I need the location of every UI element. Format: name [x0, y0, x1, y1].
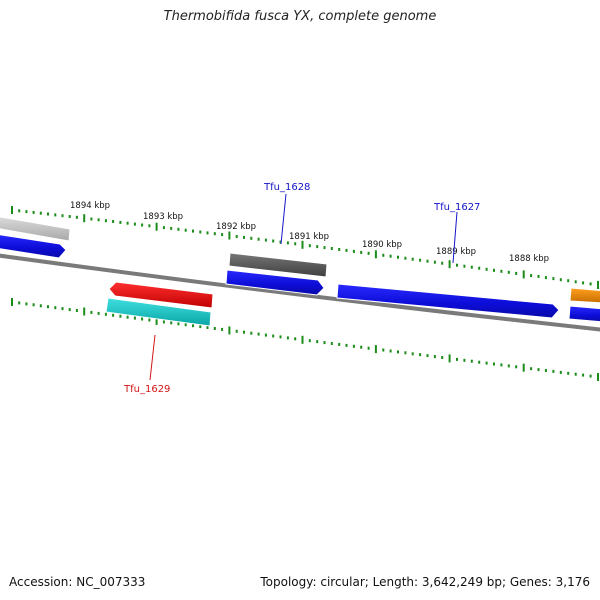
gene-label-tfu1629: Tfu_1629: [123, 384, 170, 395]
inner-scale-ticks: [11, 298, 599, 381]
accession-label: Accession: NC_007333: [9, 575, 146, 589]
scale-label-1889: 1889 kbp: [436, 247, 476, 257]
scale-label-1894: 1894 kbp: [70, 201, 110, 211]
leader-tfu1629: [149, 334, 156, 381]
gene-red-tfu1629: [108, 281, 214, 309]
gene-cyan: [105, 297, 212, 327]
scale-label-1892: 1892 kbp: [216, 222, 256, 232]
gene-orange-right: [569, 287, 600, 304]
scale-label-1893: 1893 kbp: [143, 212, 183, 222]
gene-blue-tfu1627: [336, 283, 560, 319]
genome-summary: Topology: circular; Length: 3,642,249 bp…: [260, 575, 590, 589]
gene-light-gray: [0, 216, 71, 242]
gene-blue-left: [0, 234, 67, 259]
scale-label-1888: 1888 kbp: [509, 254, 549, 264]
gene-blue-tfu1628: [225, 269, 325, 296]
leader-tfu1628: [280, 193, 287, 245]
gene-gray-tfu1628-upper: [228, 252, 328, 278]
scale-label-1890: 1890 kbp: [362, 240, 402, 250]
leader-tfu1627: [452, 211, 458, 264]
scale-label-1891: 1891 kbp: [289, 232, 329, 242]
genome-backbone: [0, 253, 600, 332]
gene-label-tfu1627: Tfu_1627: [433, 202, 480, 213]
outer-scale-ticks: [11, 206, 599, 289]
map-title: Thermobifida fusca YX, complete genome: [163, 9, 437, 24]
gene-label-tfu1628: Tfu_1628: [263, 182, 310, 193]
gene-blue-right: [568, 305, 600, 323]
